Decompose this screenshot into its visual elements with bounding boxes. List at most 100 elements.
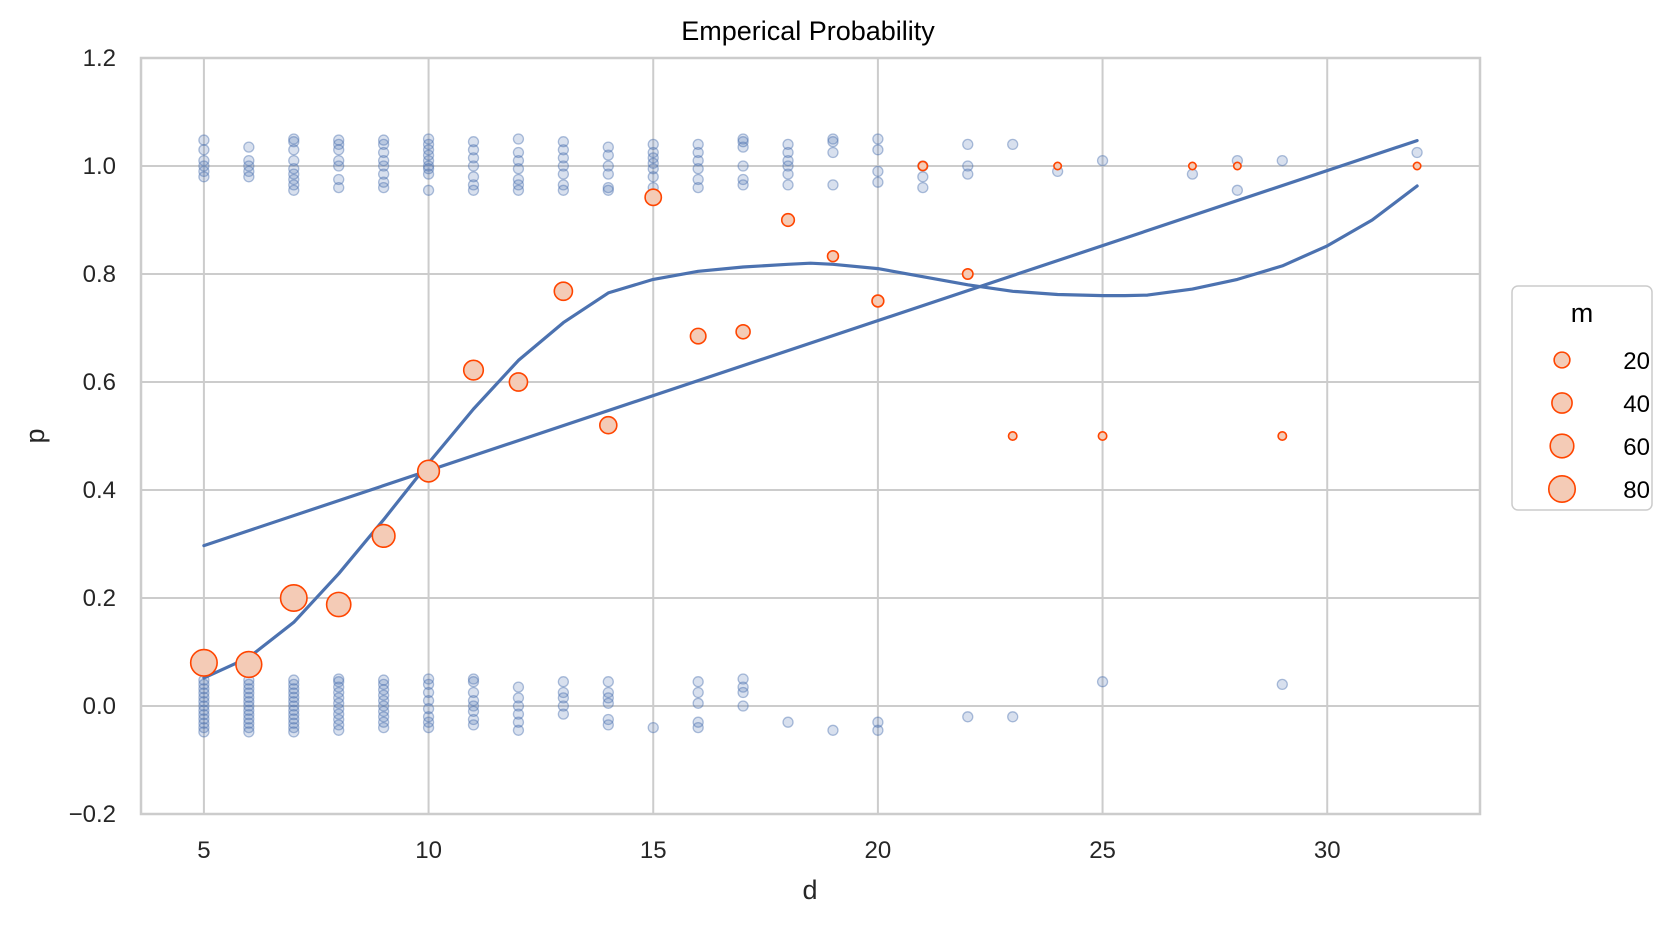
raw-point [467, 171, 480, 183]
raw-point [872, 716, 884, 728]
raw-point [422, 154, 435, 167]
raw-point [737, 160, 749, 172]
raw-point [737, 141, 749, 153]
raw-point [512, 179, 525, 191]
y-tick-label: 0.0 [83, 693, 116, 720]
raw-point [333, 144, 345, 156]
raw-point [782, 160, 794, 172]
raw-point [602, 713, 614, 726]
raw-point [737, 673, 749, 685]
raw-point [737, 173, 749, 186]
raw-point [377, 160, 390, 172]
raw-point [737, 686, 749, 699]
y-tick-label: 1.2 [83, 45, 116, 72]
raw-point [872, 724, 884, 736]
raw-point [333, 134, 345, 146]
raw-points-layer [198, 133, 1423, 738]
raw-point [422, 678, 435, 691]
raw-point [333, 708, 345, 720]
raw-point [557, 179, 570, 191]
raw-point [288, 678, 300, 691]
empirical-point [735, 323, 751, 340]
raw-point [962, 168, 974, 180]
empirical-point [235, 650, 263, 679]
raw-point [467, 184, 480, 196]
raw-point [243, 687, 255, 699]
raw-point [557, 708, 570, 720]
x-tick-label: 15 [640, 837, 667, 864]
raw-point [557, 700, 570, 712]
raw-point [692, 181, 704, 194]
raw-point [288, 683, 300, 695]
raw-point [333, 686, 345, 699]
raw-point [692, 686, 704, 699]
raw-point [377, 181, 390, 194]
x-tick-label: 30 [1314, 837, 1341, 864]
raw-point [512, 681, 525, 693]
raw-point [243, 678, 255, 691]
raw-point [288, 700, 300, 712]
raw-point [872, 133, 884, 145]
raw-point [467, 719, 480, 731]
raw-point [377, 674, 390, 686]
empirical-point [961, 268, 974, 280]
raw-point [377, 684, 390, 696]
raw-point [198, 154, 210, 167]
raw-point [198, 721, 210, 734]
raw-point [467, 676, 480, 688]
raw-point [647, 171, 659, 183]
raw-point [692, 676, 704, 688]
raw-point [288, 184, 300, 196]
raw-point [243, 717, 255, 729]
raw-point [557, 160, 570, 172]
raw-point [333, 692, 345, 704]
raw-point [377, 716, 390, 728]
legend-title: m [1571, 298, 1594, 328]
raw-point [512, 163, 525, 175]
raw-point [692, 716, 704, 728]
raw-point [782, 138, 794, 151]
raw-point [467, 705, 480, 718]
raw-point [333, 713, 345, 726]
raw-point [1096, 154, 1109, 167]
legend-label: 80 [1623, 477, 1650, 504]
raw-point [692, 697, 704, 709]
raw-point [737, 179, 749, 191]
raw-point [692, 163, 704, 175]
raw-point [692, 138, 704, 151]
raw-point [288, 691, 300, 704]
raw-point [602, 692, 614, 704]
raw-point [243, 704, 255, 716]
raw-point [557, 692, 570, 704]
y-tick-label: 0.2 [83, 585, 116, 612]
raw-point [827, 724, 839, 736]
raw-point [243, 696, 255, 708]
raw-point [198, 717, 210, 729]
raw-point [962, 138, 974, 151]
raw-point [377, 134, 390, 146]
legend-marker [1547, 474, 1577, 504]
raw-point [198, 708, 210, 721]
raw-point [467, 713, 480, 726]
raw-point [647, 163, 659, 175]
raw-point [422, 138, 435, 151]
raw-point [288, 179, 300, 191]
raw-point [692, 146, 704, 159]
x-tick-label: 5 [197, 837, 210, 864]
raw-point [467, 179, 480, 191]
raw-point [512, 146, 525, 159]
raw-point [198, 144, 210, 156]
legend-marker [1553, 351, 1571, 369]
raw-point [512, 724, 525, 736]
raw-point [198, 171, 210, 183]
raw-point [333, 181, 345, 194]
raw-point [602, 160, 614, 172]
raw-point [422, 144, 435, 156]
raw-point [377, 154, 390, 167]
legend-entries: 20 40 60 80 [1547, 348, 1650, 504]
empirical-point [462, 359, 485, 381]
raw-point [647, 721, 659, 734]
empirical-point [1232, 161, 1242, 171]
raw-point [602, 184, 614, 196]
